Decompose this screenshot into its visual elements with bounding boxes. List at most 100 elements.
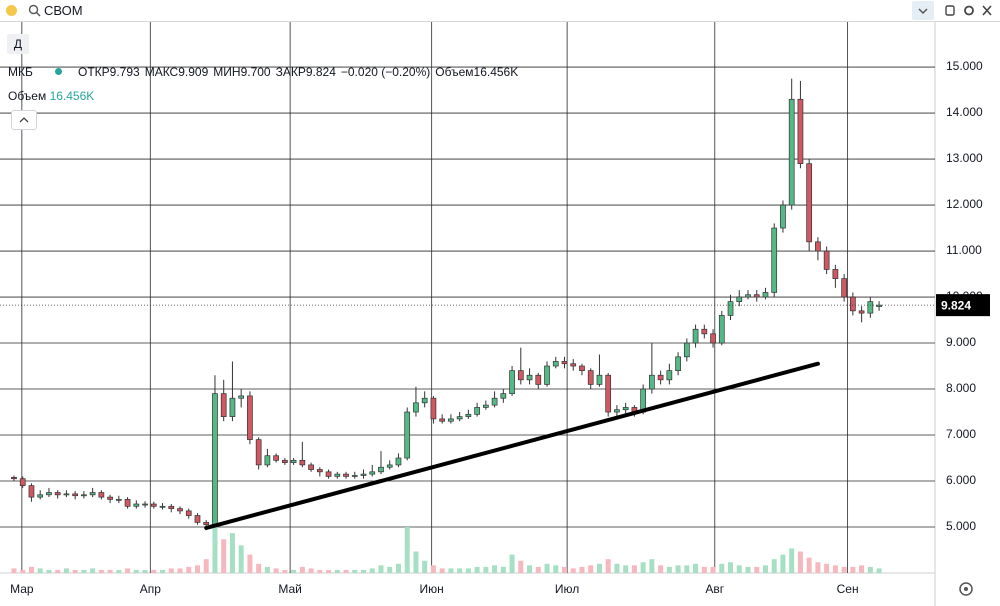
close-button[interactable] (982, 5, 992, 16)
candle-body (290, 459, 297, 463)
candle-body (72, 493, 78, 497)
candle-body (605, 374, 612, 413)
volume-bar (11, 568, 17, 573)
volume-bar (291, 569, 297, 573)
volume-bar (361, 569, 367, 573)
volume-bar (20, 569, 26, 573)
volume-bar (273, 568, 279, 573)
dropdown-button[interactable] (912, 1, 934, 20)
candle-body (780, 204, 786, 229)
x-tick-label: Июн (420, 582, 444, 596)
volume-bar (28, 566, 34, 573)
collapse-icon (19, 117, 29, 123)
volume-bar (666, 566, 672, 573)
volume-bar (631, 565, 637, 573)
candle-body (517, 370, 524, 381)
candle-body (526, 374, 533, 381)
volume-bar (221, 539, 227, 573)
candle-body (107, 496, 113, 500)
last-price-box (936, 294, 990, 317)
volume-bar (238, 545, 244, 573)
volume-bar (116, 569, 122, 573)
candle-body (133, 503, 140, 507)
volume-bar (282, 569, 288, 573)
volume-bar (317, 569, 323, 573)
settings-button[interactable] (959, 582, 973, 596)
volume-bar (728, 562, 734, 573)
status-dot (6, 5, 17, 16)
candle-body (771, 227, 778, 293)
candle-body (745, 294, 751, 298)
search-icon (28, 4, 41, 17)
collapse-button[interactable] (11, 110, 37, 130)
candle-body (622, 407, 629, 411)
candle-body (587, 370, 594, 385)
candle-body (351, 475, 358, 477)
volume-bar (107, 569, 113, 573)
volume-bar (90, 568, 96, 573)
volume-bar (640, 562, 646, 573)
candle-body (579, 365, 585, 371)
volume-bar (710, 566, 716, 573)
candle-body (552, 361, 559, 367)
volume-bar (789, 548, 795, 573)
ohlc-value: 9.793 (109, 65, 140, 79)
volume-bar (867, 566, 873, 573)
volume-bar (736, 565, 742, 573)
volume-label: Объем (435, 65, 474, 79)
volume-bar (762, 565, 768, 573)
volume-bar (474, 566, 480, 573)
search-input[interactable]: СВОМ (44, 3, 83, 18)
candle-body (649, 374, 655, 390)
candle-body (430, 397, 437, 420)
volume-bar (500, 566, 506, 573)
volume-bar (413, 551, 419, 573)
volume-bar (81, 569, 87, 573)
candle-body (753, 294, 760, 298)
x-tick-label: Апр (140, 582, 162, 596)
volume-bar (142, 569, 148, 573)
candle-body (718, 315, 725, 344)
candle-body (736, 296, 743, 302)
candle-body (11, 476, 17, 480)
volume-bar (404, 527, 410, 573)
settings-icon[interactable] (964, 5, 974, 16)
volume-bar (649, 559, 655, 573)
candle-body (194, 515, 201, 523)
maximize-button[interactable] (945, 5, 955, 16)
volume-bar (832, 565, 838, 573)
volume-bar (46, 569, 52, 573)
volume-bar (483, 566, 489, 573)
volume-bar (430, 565, 436, 573)
window-controls (945, 5, 992, 16)
ohlc-value: 9.700 (240, 65, 271, 79)
x-tick-label: Сен (837, 582, 859, 596)
interval-button[interactable]: Д (7, 34, 29, 54)
volume-bar (448, 568, 454, 573)
ohlc-legend: ОТКР9.793 МАКС9.909 МИН9.700 ЗАКР9.824 −0.02… (78, 65, 518, 79)
candle-body (255, 439, 262, 466)
candle-body (124, 499, 131, 507)
candle-body (54, 492, 61, 496)
x-tick-label: Июл (555, 582, 579, 596)
volume-bar (247, 554, 253, 573)
volume-bar (72, 569, 78, 573)
candle-body (142, 503, 148, 506)
ohlc-value: 9.909 (178, 65, 209, 79)
volume-legend-value: 16.456K (49, 89, 95, 103)
candle-body (788, 98, 795, 206)
volume-bar (579, 566, 585, 573)
candle-body (98, 492, 105, 498)
legend-dot (55, 68, 62, 75)
volume-bar (684, 565, 690, 573)
ohlc-label: МАКС (144, 65, 179, 79)
volume-bar (326, 569, 332, 573)
volume-bar (614, 563, 620, 573)
volume-bar (308, 568, 314, 573)
candle-body (299, 459, 306, 466)
candle-body (762, 292, 769, 298)
volume-bar (465, 568, 471, 573)
candle-body (19, 478, 26, 486)
volume-bar (334, 569, 340, 573)
